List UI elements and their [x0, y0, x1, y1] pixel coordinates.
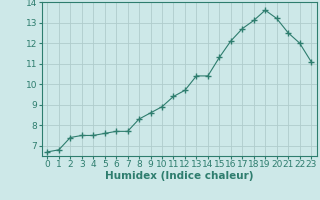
X-axis label: Humidex (Indice chaleur): Humidex (Indice chaleur)	[105, 171, 253, 181]
